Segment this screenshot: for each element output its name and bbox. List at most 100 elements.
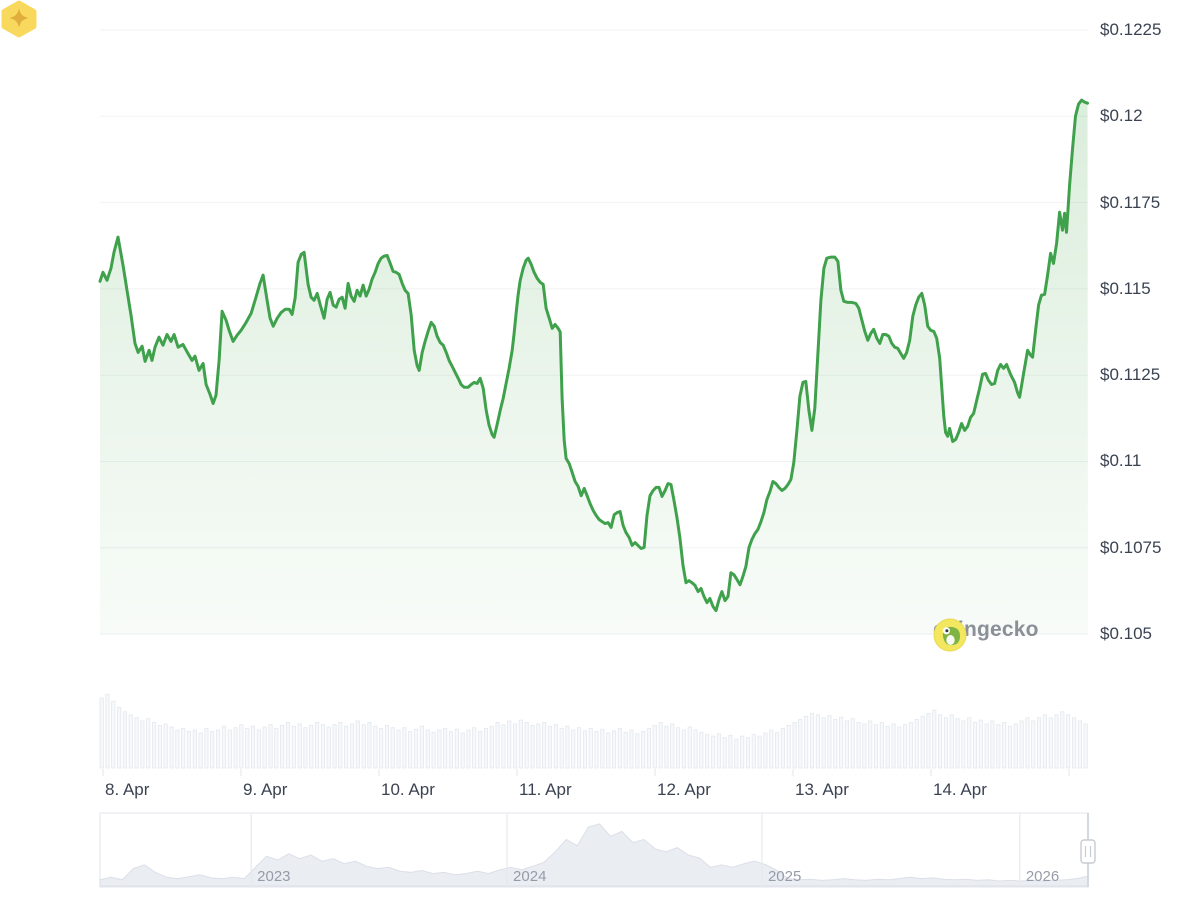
volume-bar xyxy=(524,722,529,769)
volume-bar xyxy=(635,733,640,769)
volume-bar xyxy=(926,712,931,769)
volume-bar xyxy=(559,728,564,769)
volume-bar xyxy=(448,731,453,769)
volume-bar xyxy=(1077,720,1082,769)
volume-bar xyxy=(489,725,494,769)
volume-bar xyxy=(536,723,541,769)
volume-bar xyxy=(181,728,186,769)
price-chart-plot-area[interactable] xyxy=(100,20,1088,634)
volume-bar xyxy=(1031,720,1036,769)
volume-bar xyxy=(326,726,331,769)
volume-bar xyxy=(722,737,727,769)
volume-bar xyxy=(565,725,570,769)
volume-bar xyxy=(938,714,943,769)
volume-bar xyxy=(384,725,389,769)
volume-bar xyxy=(1066,714,1071,769)
volume-bar xyxy=(396,729,401,769)
volume-bar xyxy=(210,731,215,769)
volume-bar xyxy=(978,719,983,769)
volume-bar xyxy=(111,700,116,769)
volume-bar xyxy=(367,722,372,769)
volume-bar xyxy=(897,726,902,769)
volume-bar xyxy=(507,720,512,769)
volume-bar xyxy=(908,722,913,769)
volume-bar xyxy=(140,720,145,769)
volume-bar xyxy=(513,723,518,769)
volume-bar xyxy=(280,725,285,769)
volume-bar xyxy=(646,728,651,769)
volume-bar xyxy=(711,735,716,769)
volume-bar xyxy=(745,737,750,769)
volume-bar xyxy=(338,722,343,769)
volume-bar xyxy=(577,727,582,769)
volume-bar xyxy=(1072,717,1077,769)
volume-bar xyxy=(128,714,133,769)
x-axis-tick-label: 14. Apr xyxy=(933,780,987,799)
volume-bar xyxy=(740,735,745,769)
volume-bar xyxy=(949,714,954,769)
volume-bar xyxy=(245,728,250,769)
volume-bar xyxy=(967,717,972,769)
volume-bar xyxy=(413,728,419,769)
volume-bar xyxy=(891,723,896,769)
volume-bar xyxy=(617,728,622,769)
y-axis-tick-label: $0.115 xyxy=(1100,279,1151,298)
volume-bar xyxy=(262,726,267,769)
navigator-year-label: 2026 xyxy=(1025,868,1060,885)
volume-bar xyxy=(769,729,774,769)
volume-bar xyxy=(780,728,785,769)
volume-bar xyxy=(285,722,290,769)
volume-bar xyxy=(215,729,221,769)
volume-bar xyxy=(815,714,820,769)
volume-bar xyxy=(868,720,873,769)
candy-badge-icon[interactable] xyxy=(0,0,38,38)
volume-bar xyxy=(151,722,157,769)
volume-bar xyxy=(466,729,471,769)
volume-bar xyxy=(798,719,803,769)
volume-bar xyxy=(186,731,192,769)
volume-bar xyxy=(571,729,576,769)
volume-bar xyxy=(885,725,890,769)
volume-bar xyxy=(553,724,558,769)
volume-bar xyxy=(344,725,349,769)
y-axis-tick-label: $0.12 xyxy=(1100,106,1143,125)
volume-bar xyxy=(134,717,139,769)
volume-bar xyxy=(874,724,879,769)
volume-bar xyxy=(542,722,547,769)
volume-bar xyxy=(221,725,227,769)
volume-bar xyxy=(355,720,360,769)
volume-bar xyxy=(163,723,168,769)
volume-bar xyxy=(105,693,110,769)
volume-bar xyxy=(268,724,273,769)
volume-bar xyxy=(198,732,203,769)
navigator-year-label: 2025 xyxy=(767,868,802,885)
volume-bar xyxy=(192,729,197,769)
volume-bar xyxy=(390,727,395,769)
navigator-resize-handle[interactable] xyxy=(1080,839,1096,864)
volume-bar xyxy=(652,725,657,769)
volume-bar xyxy=(809,712,814,769)
volume-bar xyxy=(716,733,721,769)
volume-bar xyxy=(1013,723,1018,769)
volume-bar xyxy=(705,734,710,769)
volume-bar xyxy=(419,725,424,769)
coingecko-attribution[interactable]: coingecko xyxy=(933,618,1039,652)
x-axis-tick-label: 9. Apr xyxy=(243,780,288,799)
volume-bar xyxy=(588,728,593,769)
volume-bar xyxy=(239,724,244,769)
volume-bar xyxy=(850,718,855,769)
volume-bar xyxy=(827,715,832,769)
volume-bar xyxy=(1025,717,1030,769)
volume-bar xyxy=(233,727,238,769)
volume-bar xyxy=(751,734,756,769)
volume-bar xyxy=(786,725,791,769)
volume-bar xyxy=(204,728,209,769)
volume-bar xyxy=(425,729,430,769)
volume-bar xyxy=(501,724,506,769)
volume-bar xyxy=(833,719,838,769)
coingecko-logo-icon xyxy=(933,618,967,652)
volume-bar xyxy=(175,729,180,769)
volume-bar xyxy=(478,731,483,769)
volume-bar xyxy=(728,734,733,769)
volume-bar xyxy=(169,726,174,769)
